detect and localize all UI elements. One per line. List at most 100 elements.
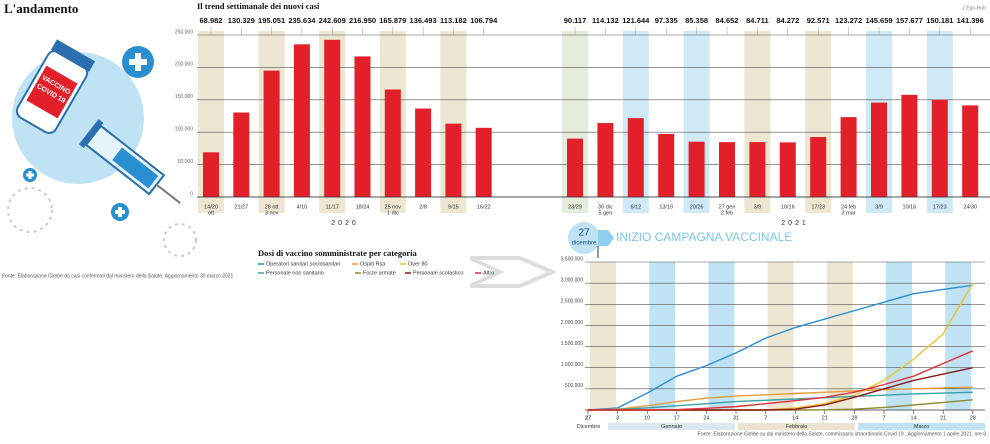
month-label: Marzo [914, 424, 929, 430]
month-label: Dicembre [577, 424, 601, 430]
value-label: 84.711 [746, 16, 769, 25]
x-tick-label: 4/10 [297, 204, 308, 210]
value-label: 84.272 [776, 16, 799, 25]
x-tick-label: 14 [792, 415, 798, 421]
value-label: 242.609 [319, 16, 346, 25]
bar [324, 39, 341, 197]
bar [810, 137, 827, 197]
bar [749, 142, 766, 197]
value-label: 92.571 [807, 16, 830, 25]
x-tick-label: 7 [882, 415, 885, 421]
x-tick-label: 14 [911, 415, 917, 421]
x-tick-label: 14/20 [204, 204, 218, 210]
week-band [886, 262, 912, 410]
y-tick-label: 100.000 [175, 127, 193, 133]
value-label: 68.982 [200, 16, 223, 25]
legend-label: Operatori sanitari sociosanitari [266, 261, 340, 267]
x-tick-label: 10 [644, 415, 650, 421]
x-tick-label: 3 [616, 415, 619, 421]
plus-icon [111, 203, 129, 221]
x-tick-label: 2 mar [842, 210, 856, 216]
value-label: 84.652 [716, 16, 739, 25]
value-label: 136.493 [410, 16, 437, 25]
x-tick-label: 24 feb [841, 204, 856, 210]
y-tick-label: 1.500.000 [561, 341, 583, 347]
x-tick-label: 10/16 [903, 204, 917, 210]
bar [233, 112, 250, 197]
x-tick-label: 27 gen [719, 204, 736, 210]
value-label: 85.358 [685, 16, 708, 25]
value-label: 165.879 [379, 16, 406, 25]
syringe [78, 119, 181, 204]
x-tick-label: 9/15 [448, 204, 459, 210]
x-tick-label: 18/24 [356, 204, 370, 210]
x-tick-label: 20/26 [690, 204, 704, 210]
x-tick-label: ott [208, 210, 215, 216]
value-label: 141.396 [957, 16, 984, 25]
x-tick-label: 5 gen [599, 210, 613, 216]
line-chart-source: Fonte: Elaborazione Gimbe su dai ministe… [698, 431, 986, 437]
plus-icon [23, 168, 37, 182]
x-tick-label: 28 ott [265, 204, 279, 210]
x-tick-label: 17 [674, 415, 680, 421]
value-label: 235.634 [288, 16, 316, 25]
value-label: 123.272 [835, 16, 862, 25]
x-tick-label: 1 dic [387, 210, 399, 216]
y-tick-label: 3.000.000 [561, 277, 583, 283]
x-tick-label: 2 feb [721, 210, 733, 216]
month-band [858, 423, 985, 430]
x-tick-label: 3/9 [754, 204, 762, 210]
month-band [608, 423, 735, 430]
x-tick-label: 17/23 [811, 204, 825, 210]
x-tick-label: 6/12 [630, 204, 641, 210]
legend-label: Over 80 [408, 261, 428, 267]
campaign-day: 27 [578, 228, 590, 239]
y-tick-label: 500.000 [565, 383, 583, 389]
x-tick-label: 24 [703, 415, 709, 421]
illustration: VACCINO COVID 19 [7, 39, 197, 257]
x-tick-label: 21 [822, 415, 828, 421]
x-tick-label: 24/30 [963, 204, 977, 210]
campaign-month: dicembre [572, 241, 597, 247]
y-tick-label: 3.500.000 [561, 256, 583, 262]
value-label: 106.794 [470, 16, 498, 25]
x-tick-label: 23/29 [568, 204, 582, 210]
x-tick-label: 3 nov [265, 210, 279, 216]
week-band [590, 262, 616, 410]
x-tick-label: 3/9 [875, 204, 883, 210]
campaign-label: INIZIO CAMPAGNA VACCINALE [616, 230, 792, 244]
page-title: L'andamento [4, 1, 78, 16]
x-tick-label: 30 dic [598, 204, 613, 210]
x-tick-label: 21 [940, 415, 946, 421]
bar [384, 89, 401, 197]
bar [293, 44, 310, 197]
bar [719, 142, 735, 197]
bar [871, 102, 887, 197]
month-label: Gennaio [661, 424, 682, 430]
bar [779, 142, 796, 197]
campaign-date-circle [568, 222, 600, 254]
legend-label: Personale scolastico [413, 270, 463, 276]
x-tick-label: 11/17 [326, 204, 339, 210]
series-line [587, 284, 973, 411]
value-label: 97.335 [655, 16, 678, 25]
line-chart-title: Dosi di vaccino somministrate per catego… [258, 248, 417, 258]
bar [263, 70, 280, 197]
x-tick-label: 16/22 [477, 204, 491, 210]
value-label: 121.644 [622, 16, 650, 25]
vial [15, 39, 96, 134]
bar [567, 138, 583, 197]
bar [901, 94, 918, 197]
x-tick-label: 31 [733, 415, 739, 421]
value-label: 130.329 [228, 16, 255, 25]
bar-chart-source: Fonte: Elaborazione Gimbe da casi confer… [2, 273, 233, 279]
series-line [587, 386, 973, 411]
bar [962, 105, 979, 197]
virus-shape [163, 223, 197, 257]
week-band [708, 262, 735, 410]
x-tick-label: 2/8 [419, 204, 427, 210]
value-label: 216.950 [349, 16, 376, 25]
week-band [826, 262, 853, 410]
bar [658, 133, 675, 197]
y-tick-label: 200.000 [175, 62, 193, 68]
